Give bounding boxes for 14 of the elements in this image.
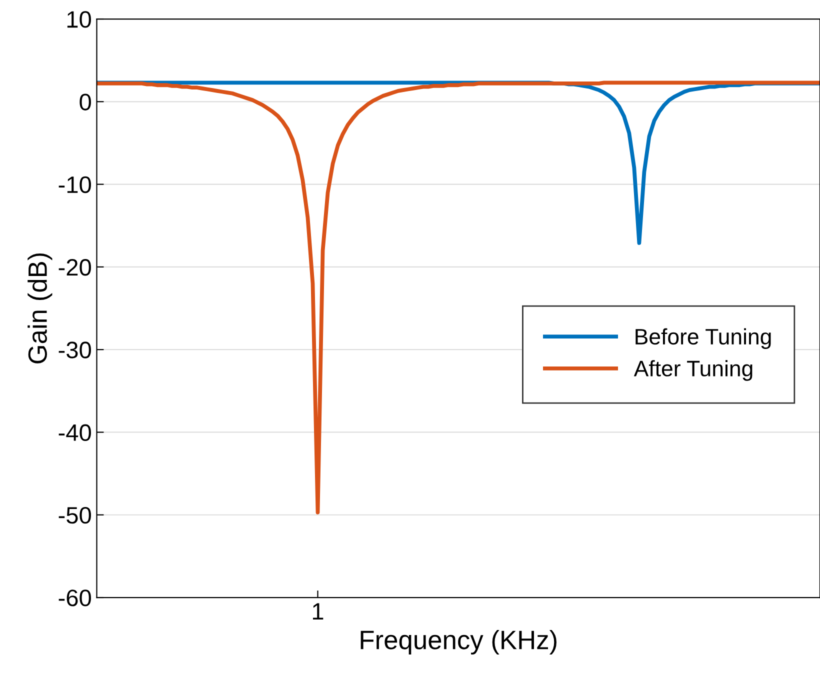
legend-label: Before Tuning — [636, 328, 771, 349]
y-tick-label: -50 — [58, 506, 91, 524]
y-axis-title: Gain (dB) — [28, 253, 52, 364]
x-tick-label: 1 — [312, 603, 324, 620]
y-tick-label: -20 — [58, 259, 91, 276]
y-tick-label: -30 — [58, 342, 91, 358]
x-axis-title: Frequency (KHz) — [360, 630, 556, 655]
line-series — [96, 80, 820, 514]
y-tick-label: 10 — [67, 11, 91, 28]
y-tick-label: -40 — [58, 424, 91, 442]
y-tick-label: -60 — [58, 590, 91, 606]
y-tick-label: -10 — [58, 176, 91, 194]
legend-label: After Tuning — [634, 360, 752, 381]
y-tick-label: 0 — [80, 94, 91, 110]
